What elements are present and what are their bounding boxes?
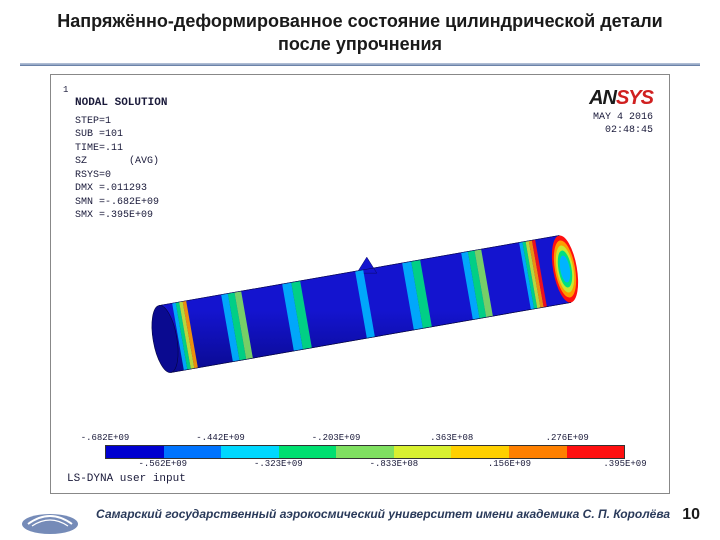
legend-segment [509, 446, 567, 458]
slide-footer: Самарский государственный аэрокосмически… [0, 496, 720, 534]
legend-tick: -.323E+09 [254, 459, 303, 469]
legend-ticks-top: -.682E+09-.442E+09-.203E+09.363E+08.276E… [105, 433, 625, 445]
solution-meta: STEP=1 SUB =101 TIME=.11 SZ (AVG) RSYS=0… [75, 115, 159, 223]
run-time: 02:48:45 [593, 124, 653, 138]
legend-tick: .395E+09 [603, 459, 646, 469]
slide-title: Напряжённо-деформированное состояние цил… [0, 0, 720, 63]
legend-segment [279, 446, 337, 458]
legend-ticks-bottom: -.562E+09-.323E+09-.833E+08.156E+09.395E… [105, 459, 625, 471]
contour-legend [105, 445, 625, 459]
legend-tick: -.203E+09 [312, 433, 361, 443]
ansys-logo: ANSYS [589, 87, 653, 110]
legend-tick: .363E+08 [430, 433, 473, 443]
nodal-solution-label: NODAL SOLUTION [75, 97, 167, 109]
legend-segment [336, 446, 394, 458]
footer-text: Самарский государственный аэрокосмически… [96, 508, 674, 522]
cylinder-render [95, 209, 635, 389]
logo-sys: SYS [616, 87, 653, 109]
legend-segment [106, 446, 164, 458]
cylinder-svg [95, 209, 635, 389]
university-logo [20, 496, 80, 534]
legend-segment [451, 446, 509, 458]
legend-tick: .276E+09 [546, 433, 589, 443]
legend-tick: .156E+09 [488, 459, 531, 469]
title-underline [20, 63, 700, 66]
axis-marker: 1 [63, 85, 68, 95]
ansys-plot: 1 NODAL SOLUTION STEP=1 SUB =101 TIME=.1… [50, 74, 670, 494]
legend-tick: -.682E+09 [81, 433, 130, 443]
user-input-label: LS-DYNA user input [67, 473, 186, 485]
run-date: MAY 4 2016 [593, 111, 653, 125]
logo-an: AN [589, 87, 616, 109]
legend-tick: -.442E+09 [196, 433, 245, 443]
legend-segment [164, 446, 222, 458]
page-number: 10 [682, 506, 700, 524]
legend-segment [394, 446, 452, 458]
legend-segment [221, 446, 279, 458]
legend-tick: -.833E+08 [370, 459, 419, 469]
run-datetime: MAY 4 2016 02:48:45 [593, 111, 653, 138]
legend-segment [567, 446, 625, 458]
legend-tick: -.562E+09 [138, 459, 187, 469]
